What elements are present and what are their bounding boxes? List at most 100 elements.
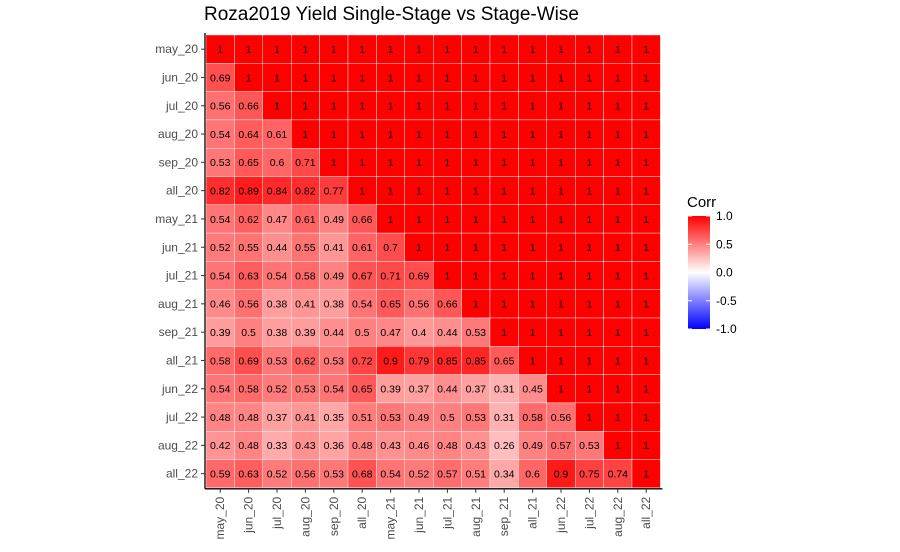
cell-value-label: 1	[530, 185, 536, 197]
cell-value-label: 1	[302, 129, 308, 141]
cell-value-label: 0.82	[295, 185, 316, 197]
cell-value-label: 1	[388, 214, 394, 226]
heatmap-cell	[319, 91, 349, 121]
heatmap-cell	[461, 261, 491, 290]
cell-value-label: 0.41	[295, 299, 316, 311]
cell-value-label: 0.4	[412, 327, 427, 339]
heatmap-cell	[631, 317, 661, 347]
heatmap-cell	[376, 204, 405, 234]
cell-value-label: 1	[331, 157, 337, 169]
heatmap-cell	[631, 91, 661, 121]
heatmap-cell	[291, 317, 320, 347]
heatmap-cell	[262, 63, 292, 92]
cell-value-label: 1	[615, 129, 621, 141]
heatmap-cell	[603, 119, 633, 149]
heatmap-cell	[404, 147, 434, 177]
cell-value-label: 0.77	[324, 185, 345, 197]
cell-value-label: 1	[586, 327, 592, 339]
heatmap-cell	[262, 91, 292, 121]
heatmap-cell	[433, 261, 462, 290]
cell-value-label: 0.51	[466, 468, 487, 480]
cell-value-label: 0.66	[437, 299, 458, 311]
x-tick-label: aug_21	[469, 496, 483, 536]
cell-value-label: 0.48	[210, 412, 231, 424]
y-tick-label: jun_22	[161, 382, 198, 396]
heatmap-cell	[433, 147, 462, 177]
cell-value-label: 1	[558, 355, 564, 367]
heatmap-cell	[489, 204, 519, 234]
cell-value-label: 0.72	[352, 355, 373, 367]
heatmap-cell	[631, 261, 661, 290]
heatmap-cell	[489, 374, 519, 404]
cell-value-label: 0.54	[210, 384, 231, 396]
cell-value-label: 0.44	[437, 384, 458, 396]
cell-value-label: 1	[359, 72, 365, 84]
cell-value-label: 1	[416, 185, 422, 197]
cell-value-label: 1	[388, 72, 394, 84]
cell-value-label: 0.36	[324, 440, 345, 452]
x-tick-label: jul_21	[440, 496, 454, 529]
heatmap-cell	[234, 459, 263, 488]
cell-value-label: 0.46	[409, 440, 430, 452]
cell-value-label: 1	[473, 44, 479, 56]
cell-value-label: 1	[473, 129, 479, 141]
cell-value-label: 1	[643, 214, 649, 226]
heatmap-cell	[319, 34, 349, 64]
heatmap-cell	[262, 402, 292, 432]
cell-value-label: 0.33	[267, 440, 288, 452]
heatmap-cell	[234, 289, 263, 319]
cell-value-label: 1	[615, 214, 621, 226]
cell-value-label: 0.59	[210, 468, 231, 480]
cell-value-label: 0.61	[267, 129, 288, 141]
cell-value-label: 0.9	[383, 355, 398, 367]
cell-value-label: 0.57	[437, 468, 458, 480]
cell-value-label: 1	[530, 129, 536, 141]
cell-value-label: 1	[416, 214, 422, 226]
cell-value-label: 1	[444, 44, 450, 56]
heatmap-cell	[234, 232, 263, 262]
heatmap-cell	[376, 147, 405, 177]
cell-value-label: 0.44	[267, 242, 288, 254]
cell-value-label: 0.53	[324, 355, 345, 367]
cell-value-label: 1	[388, 44, 394, 56]
cell-value-label: 1	[558, 185, 564, 197]
heatmap-cell	[603, 431, 633, 460]
heatmap-cell	[603, 317, 633, 347]
cell-value-label: 1	[586, 270, 592, 282]
heatmap-cells: 1 1 1 1 1 1 1 1 1 1 1 1 1 1 1 1 0.69 1 1 1 1 1 1 1 1 1 1 1 1 1 1 1 0.56 0…	[205, 34, 661, 488]
cell-value-label: 0.52	[267, 384, 288, 396]
cell-value-label: 0.5	[440, 412, 455, 424]
heatmap-cell	[575, 34, 604, 64]
cell-value-label: 1	[331, 72, 337, 84]
cell-value-label: 1	[501, 157, 507, 169]
x-tick-label: jun_22	[554, 496, 568, 533]
heatmap-cell	[234, 176, 263, 205]
cell-value-label: 0.53	[466, 412, 487, 424]
heatmap-cell	[433, 63, 462, 92]
cell-value-label: 0.53	[295, 384, 316, 396]
cell-value-label: 0.54	[210, 214, 231, 226]
heatmap-cell	[262, 261, 292, 290]
cell-value-label: 0.53	[210, 157, 231, 169]
cell-value-label: 1	[444, 129, 450, 141]
heatmap-cell	[575, 317, 604, 347]
chart-title: Roza2019 Yield Single-Stage vs Stage-Wis…	[204, 4, 579, 25]
cell-value-label: 1	[530, 299, 536, 311]
y-tick-label: may_21	[155, 212, 198, 226]
cell-value-label: 1	[558, 270, 564, 282]
heatmap-cell	[205, 147, 235, 177]
heatmap-cell	[404, 63, 434, 92]
heatmap-cell	[546, 34, 576, 64]
cell-value-label: 1	[558, 299, 564, 311]
cell-value-label: 1	[615, 101, 621, 113]
cell-value-label: 0.39	[210, 327, 231, 339]
cell-value-label: 1	[501, 185, 507, 197]
heatmap-cell	[631, 119, 661, 149]
cell-value-label: 1	[359, 129, 365, 141]
cell-value-label: 0.58	[238, 384, 259, 396]
cell-value-label: 1	[359, 185, 365, 197]
cell-value-label: 1	[643, 299, 649, 311]
heatmap-cell	[518, 261, 548, 290]
heatmap-cell	[291, 374, 320, 404]
heatmap-cell	[489, 261, 519, 290]
